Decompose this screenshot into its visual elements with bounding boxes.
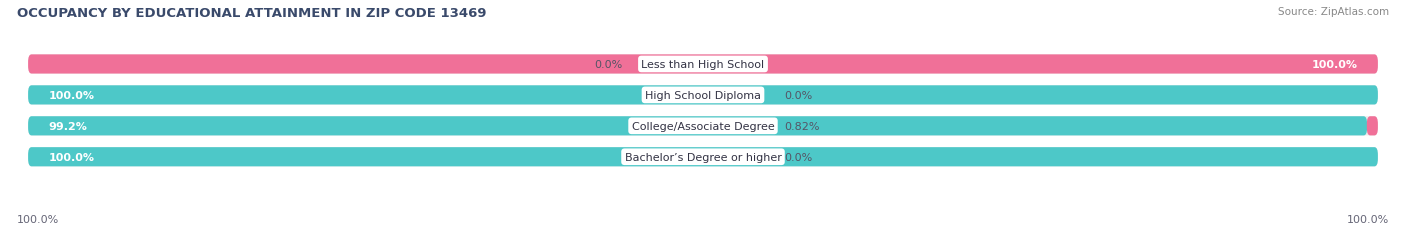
FancyBboxPatch shape: [28, 148, 1378, 167]
Text: 100.0%: 100.0%: [1347, 214, 1389, 224]
Text: Bachelor’s Degree or higher: Bachelor’s Degree or higher: [624, 152, 782, 162]
Text: Less than High School: Less than High School: [641, 60, 765, 70]
Text: 99.2%: 99.2%: [48, 121, 87, 131]
FancyBboxPatch shape: [28, 55, 1378, 74]
Text: 100.0%: 100.0%: [17, 214, 59, 224]
Text: High School Diploma: High School Diploma: [645, 91, 761, 100]
FancyBboxPatch shape: [28, 86, 1378, 105]
Legend: Owner-occupied, Renter-occupied: Owner-occupied, Renter-occupied: [583, 228, 823, 231]
Text: Source: ZipAtlas.com: Source: ZipAtlas.com: [1278, 7, 1389, 17]
Text: 100.0%: 100.0%: [48, 152, 94, 162]
Text: 0.0%: 0.0%: [785, 91, 813, 100]
FancyBboxPatch shape: [28, 86, 1378, 105]
Text: 0.82%: 0.82%: [785, 121, 820, 131]
Text: 0.0%: 0.0%: [785, 152, 813, 162]
Text: 100.0%: 100.0%: [1312, 60, 1358, 70]
FancyBboxPatch shape: [28, 117, 1378, 136]
Text: 0.0%: 0.0%: [593, 60, 621, 70]
FancyBboxPatch shape: [28, 117, 1367, 136]
FancyBboxPatch shape: [28, 55, 1378, 74]
FancyBboxPatch shape: [28, 148, 1378, 167]
Text: 100.0%: 100.0%: [48, 91, 94, 100]
Text: College/Associate Degree: College/Associate Degree: [631, 121, 775, 131]
FancyBboxPatch shape: [1367, 117, 1378, 136]
Text: OCCUPANCY BY EDUCATIONAL ATTAINMENT IN ZIP CODE 13469: OCCUPANCY BY EDUCATIONAL ATTAINMENT IN Z…: [17, 7, 486, 20]
